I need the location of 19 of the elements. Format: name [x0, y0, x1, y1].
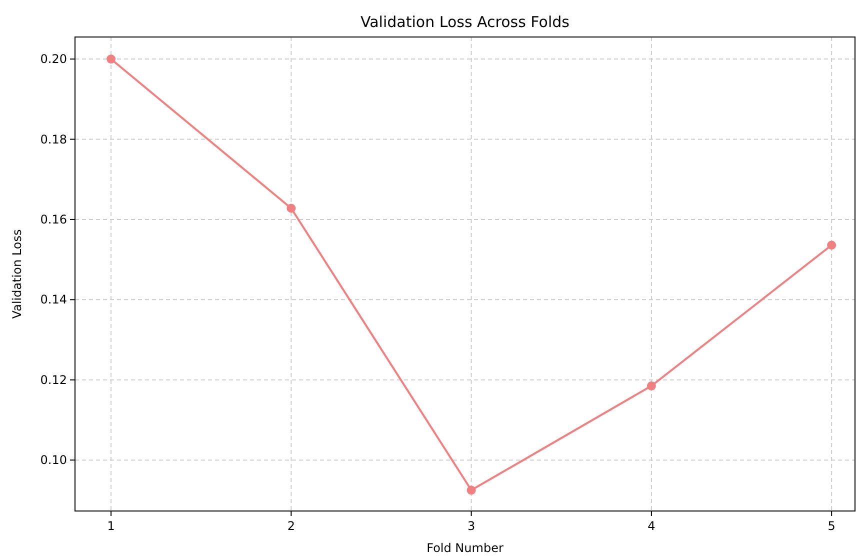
chart-title: Validation Loss Across Folds [360, 13, 570, 31]
y-tick-label: 0.20 [40, 52, 67, 66]
y-tick-label: 0.10 [40, 453, 67, 468]
point [646, 381, 656, 390]
y-tick-label: 0.12 [40, 372, 67, 387]
x-tick-label: 1 [107, 519, 115, 533]
x-tick-label: 3 [467, 519, 476, 533]
point [286, 204, 296, 213]
point [827, 240, 836, 250]
y-tick-label: 0.18 [40, 132, 67, 146]
x-tick-label: 5 [828, 519, 836, 533]
point [466, 486, 476, 495]
y-tick-label: 0.14 [40, 292, 67, 307]
y-tick-label: 0.16 [40, 212, 67, 226]
y-axis-title: Validation Loss [10, 229, 24, 319]
x-tick-label: 4 [648, 519, 656, 533]
point [106, 54, 116, 64]
x-axis-title: Fold Number [426, 541, 504, 555]
x-tick-label: 2 [287, 519, 295, 533]
